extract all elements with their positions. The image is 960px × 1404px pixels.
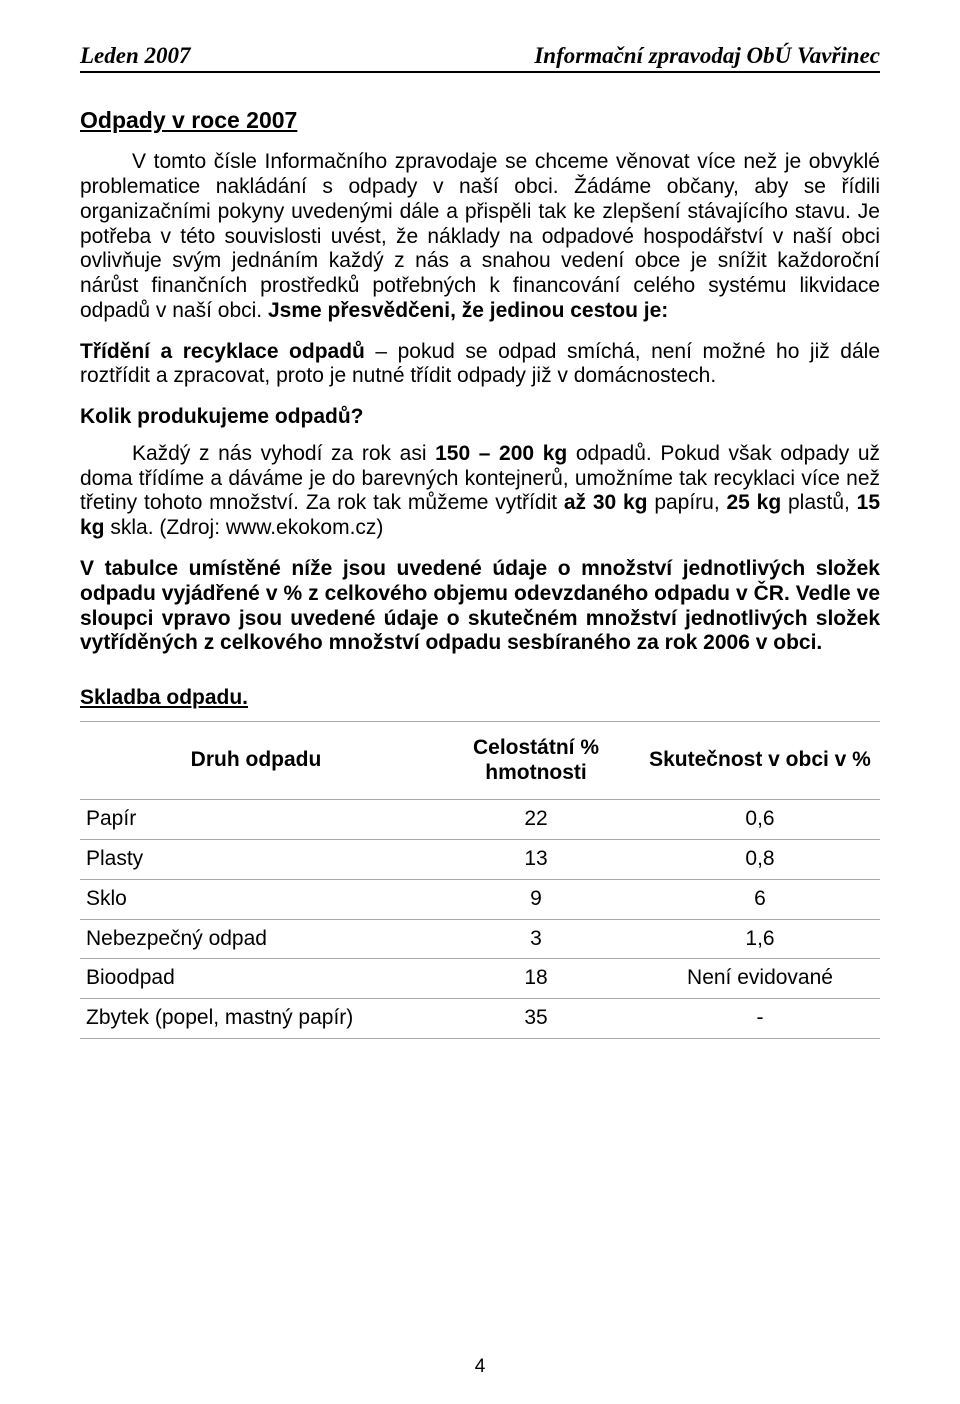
text-run: Třídění a recyklace odpadů: [80, 340, 365, 363]
table-cell: 18: [432, 959, 640, 999]
text-run: skla. (Zdroj: www.ekokom.cz): [105, 516, 384, 539]
page-title: Odpady v roce 2007: [80, 107, 880, 134]
table-cell: 3: [432, 919, 640, 959]
table-row: Plasty130,8: [80, 840, 880, 880]
table-header-cell: Skutečnost v obci v %: [640, 721, 880, 800]
question-heading: Kolik produkujeme odpadů?: [80, 405, 880, 430]
table-cell: Sklo: [80, 879, 432, 919]
text-run: 150 – 200 kg: [435, 442, 567, 465]
sorting-paragraph: Třídění a recyklace odpadů – pokud se od…: [80, 340, 880, 390]
table-heading: Skladba odpadu.: [80, 686, 880, 711]
table-cell: Papír: [80, 800, 432, 840]
table-cell: 22: [432, 800, 640, 840]
table-cell: 9: [432, 879, 640, 919]
table-cell: 6: [640, 879, 880, 919]
table-cell: 0,6: [640, 800, 880, 840]
header-right: Informační zpravodaj ObÚ Vavřinec: [534, 42, 880, 69]
amounts-paragraph: Každý z nás vyhodí za rok asi 150 – 200 …: [80, 442, 880, 541]
text-run: Jsme přesvědčeni, že jedinou cestou je:: [268, 299, 668, 322]
text-run: plastů,: [781, 491, 856, 514]
table-cell: Bioodpad: [80, 959, 432, 999]
table-intro-paragraph: V tabulce umístěné níže jsou uvedené úda…: [80, 557, 880, 656]
waste-composition-table: Druh odpadu Celostátní % hmotnosti Skute…: [80, 721, 880, 1039]
text-run: Každý z nás vyhodí za rok asi: [132, 442, 435, 465]
text-run: papíru,: [648, 491, 727, 514]
header-left: Leden 2007: [80, 42, 191, 69]
table-row: Papír220,6: [80, 800, 880, 840]
table-row: Sklo96: [80, 879, 880, 919]
table-cell: Zbytek (popel, mastný papír): [80, 999, 432, 1039]
table-header-cell: Celostátní % hmotnosti: [432, 721, 640, 800]
table-cell: 1,6: [640, 919, 880, 959]
table-header-cell: Druh odpadu: [80, 721, 432, 800]
table-row: Zbytek (popel, mastný papír)35-: [80, 999, 880, 1039]
text-run: V tomto čísle Informačního zpravodaje se…: [80, 150, 880, 322]
text-run: 25 kg: [727, 491, 782, 514]
table-cell: -: [640, 999, 880, 1039]
table-row: Bioodpad18Není evidované: [80, 959, 880, 999]
table-cell: 35: [432, 999, 640, 1039]
page-number: 4: [0, 1356, 960, 1378]
text-run: až 30 kg: [564, 491, 648, 514]
table-cell: 0,8: [640, 840, 880, 880]
table-header-row: Druh odpadu Celostátní % hmotnosti Skute…: [80, 721, 880, 800]
table-cell: 13: [432, 840, 640, 880]
table-cell: Nebezpečný odpad: [80, 919, 432, 959]
document-page: Leden 2007 Informační zpravodaj ObÚ Vavř…: [0, 0, 960, 1404]
page-header: Leden 2007 Informační zpravodaj ObÚ Vavř…: [80, 42, 880, 73]
table-cell: Plasty: [80, 840, 432, 880]
table-cell: Není evidované: [640, 959, 880, 999]
intro-paragraph: V tomto čísle Informačního zpravodaje se…: [80, 150, 880, 323]
table-row: Nebezpečný odpad31,6: [80, 919, 880, 959]
